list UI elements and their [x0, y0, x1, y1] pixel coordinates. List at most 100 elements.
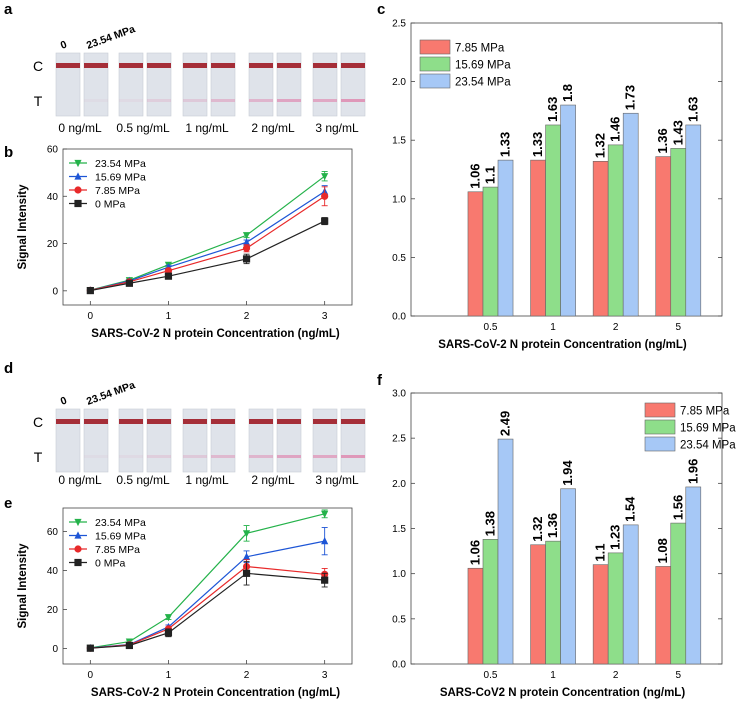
panel-letter-c: c: [377, 1, 385, 18]
bar-value-label: 1.23: [608, 525, 623, 550]
y-tick-label: 1.0: [392, 194, 406, 205]
test-line-label: T: [34, 449, 43, 465]
data-point: [321, 537, 329, 545]
bar-bar_green: [607, 552, 624, 665]
legend-label: 7.85 MPa: [95, 544, 140, 556]
line-chart-e: 0 20 40 60 0 1 2 3 SARS-CoV-2 N Protein Concentr…: [17, 507, 353, 699]
data-point: [74, 558, 82, 567]
legend-label: 23.54 MPa: [455, 77, 511, 89]
test-line-band: [211, 455, 235, 458]
control-line-band: [211, 419, 235, 424]
test-line-label: T: [34, 93, 43, 109]
series-line-black: [90, 220, 325, 292]
control-line-band: [183, 419, 207, 424]
y-tick-label: 40: [47, 566, 59, 577]
legend-swatch: [644, 402, 676, 418]
control-line-band: [183, 63, 207, 68]
test-strip: [340, 408, 366, 473]
data-point: [86, 644, 94, 652]
legend-label: 15.69 MPa: [455, 60, 511, 72]
test-strip: [248, 52, 274, 117]
bar-bar_blue: [560, 488, 576, 665]
panel-letter-b: b: [4, 144, 13, 161]
control-line-band: [249, 419, 273, 424]
test-strip: [182, 408, 208, 473]
bar-bar_red: [592, 564, 609, 665]
plot-frame: [62, 507, 353, 665]
test-line-band: [119, 99, 143, 102]
bar-bar_green: [607, 144, 624, 317]
test-strip: [340, 52, 366, 117]
data-point: [74, 531, 82, 539]
legend-label: 23.54 MPa: [680, 440, 736, 452]
legend-swatch: [644, 419, 676, 435]
strip-concentration-label: 2 ng/mL: [251, 473, 295, 487]
bar-value-label: 2.49: [498, 411, 513, 436]
control-line-band: [277, 419, 301, 424]
series-line-blue: [90, 191, 325, 291]
strip-header-pressure: 23.54 MPa: [85, 23, 137, 52]
panel-letter-a: a: [4, 1, 13, 18]
bar-value-label: 1.73: [623, 85, 638, 110]
y-tick-label: 0.5: [392, 614, 406, 625]
data-point: [125, 279, 133, 287]
legend-label: 7.85 MPa: [455, 43, 505, 55]
control-line-band: [277, 63, 301, 68]
bar-bar_green: [482, 186, 499, 317]
y-axis-title: Signal Intensity: [17, 543, 29, 629]
data-point: [242, 244, 251, 252]
data-point: [125, 641, 133, 650]
bar-value-label: 1.32: [530, 516, 545, 541]
bar-bar_blue: [622, 524, 639, 665]
test-line-band: [84, 99, 108, 102]
test-strip: [118, 408, 144, 473]
control-line-band: [147, 63, 171, 68]
bar-bar_green: [482, 539, 499, 665]
y-tick-label: 0.5: [392, 253, 406, 264]
bar-value-label: 1.94: [560, 460, 575, 486]
legend-swatch: [419, 56, 451, 72]
x-axis-title: SARS-CoV-2 N protein Concentration (ng/m…: [438, 339, 687, 351]
bar-chart-f: 0.0 0.5 1.0 1.5 2.0 2.5 3.0 0.5 1.061.38 2.49 1 1.3…: [392, 389, 736, 700]
test-line-band: [313, 99, 337, 102]
strip-concentration-label: 0 ng/mL: [58, 473, 102, 487]
test-strip: [83, 52, 109, 117]
control-line-band: [341, 419, 365, 424]
y-tick-label: 0.0: [392, 660, 406, 671]
strip-header-zero: 0: [59, 394, 69, 407]
bar-value-label: 1.96: [685, 459, 700, 484]
test-line-band: [84, 455, 108, 458]
test-line-band: [183, 99, 207, 102]
test-strip: [312, 408, 338, 473]
legend-swatch: [419, 73, 451, 89]
strip-header-pressure: 23.54 MPa: [85, 379, 137, 408]
bar-bar_green: [670, 522, 687, 665]
bar-value-label: 1.06: [467, 540, 482, 565]
data-point: [164, 272, 173, 280]
control-line-band: [84, 63, 108, 68]
test-strip: [276, 52, 302, 117]
bar-bar_green: [545, 124, 561, 317]
y-tick-label: 2.5: [392, 19, 406, 30]
test-strip: [182, 52, 208, 117]
y-tick-label: 40: [47, 192, 59, 203]
test-line-band: [147, 455, 171, 458]
x-axis-title: SARS-CoV-2 N protein Concentration (ng/m…: [91, 328, 340, 340]
x-tick-label: 1: [166, 670, 172, 681]
data-point: [164, 614, 173, 622]
series-line-black: [90, 572, 325, 649]
data-point: [74, 159, 82, 168]
data-point: [321, 192, 329, 200]
test-strip: [248, 408, 274, 473]
x-tick-label: 0.5: [484, 670, 498, 681]
x-tick-label: 2: [244, 311, 250, 322]
bar-bar_blue: [497, 438, 514, 665]
control-line-band: [56, 63, 80, 68]
y-tick-label: 0: [52, 644, 58, 655]
data-point: [74, 199, 82, 208]
legend-label: 15.69 MPa: [95, 531, 146, 543]
test-strip: [83, 408, 109, 473]
y-tick-label: 60: [47, 527, 59, 538]
bar-value-label: 1.08: [655, 538, 670, 563]
